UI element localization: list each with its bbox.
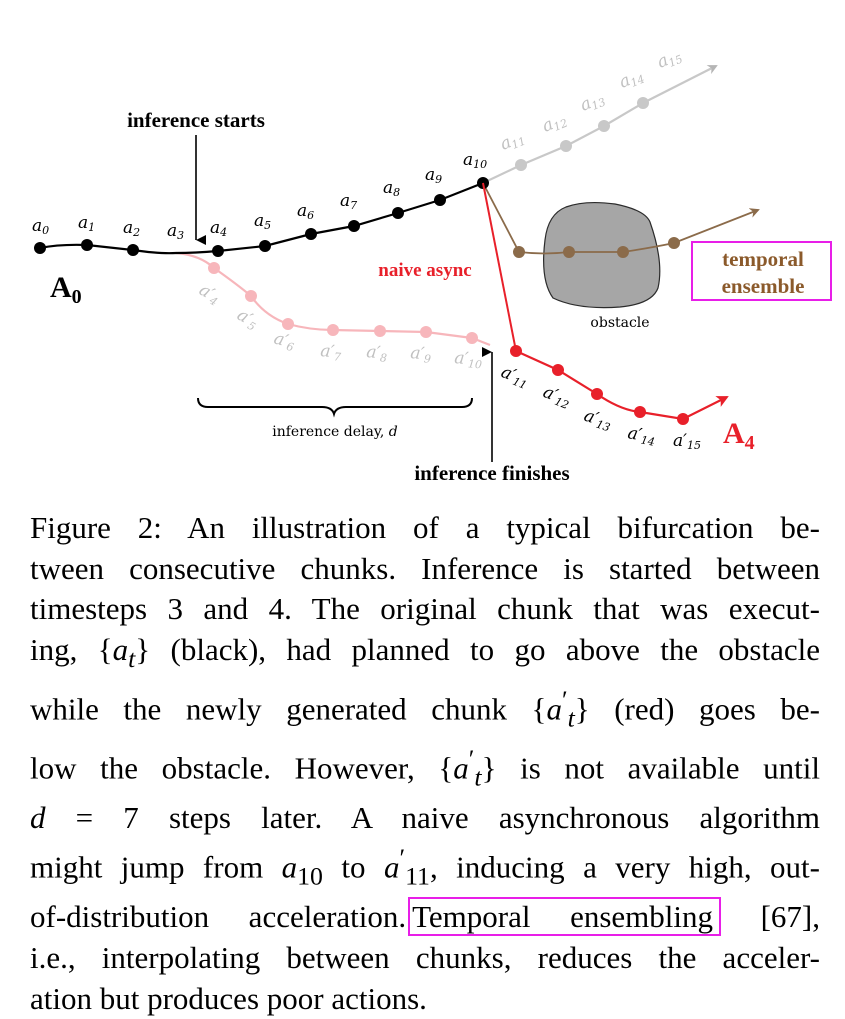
action-point-a11-prime — [510, 345, 522, 357]
action-point-a0 — [34, 242, 46, 254]
inference-delay-brace — [197, 397, 473, 418]
chunk-A0-label: A0 — [50, 271, 82, 308]
action-point-a5-prime — [245, 290, 257, 302]
label-a4-prime: a′4 — [195, 280, 224, 309]
action-point-a14 — [637, 97, 649, 109]
label-a0: a0 — [32, 216, 49, 237]
label-a14: a14 — [616, 65, 646, 94]
caption-line: d = 7 steps later. A naive asynchronous … — [30, 799, 820, 835]
naive-async-jump-line — [482, 182, 517, 352]
grey-points — [515, 97, 649, 171]
chunk-A4-label: A4 — [723, 417, 755, 454]
label-a3: a3 — [167, 221, 184, 242]
caption-line: ing, {at} (black), had planned to go abo… — [30, 631, 820, 673]
action-point-a4-prime — [208, 262, 220, 274]
temporal-ensemble-path — [482, 182, 760, 255]
label-a13-prime: a′13 — [581, 406, 614, 435]
obstacle-shape — [543, 201, 661, 309]
action-point-a6-prime — [282, 318, 294, 330]
action-point-a8-prime — [374, 325, 386, 337]
action-point-a15-prime — [677, 413, 689, 425]
label-a11-prime: a′11 — [498, 362, 532, 392]
caption-line: low the obstacle. However, {a′t} is not … — [30, 743, 820, 792]
new-chunk-pink-path — [175, 251, 491, 347]
action-point-a2 — [127, 244, 139, 256]
action-point-a14-prime — [634, 406, 646, 418]
label-a8-prime: a′8 — [365, 342, 388, 365]
red-points — [510, 345, 689, 425]
label-a7: a7 — [340, 191, 357, 212]
temporal-ensemble-points — [513, 237, 680, 258]
label-a10-prime: a′10 — [453, 348, 483, 371]
action-point-a4 — [212, 245, 224, 257]
label-a6-prime: a′6 — [271, 329, 297, 355]
action-point-a9 — [434, 194, 446, 206]
action-point-a8 — [392, 207, 404, 219]
pink-points — [208, 262, 478, 344]
caption-line: tween consecutive chunks. Inference is s… — [30, 550, 820, 586]
caption-line: while the newly generated chunk {a′t} (r… — [30, 684, 820, 733]
naive-async-label: naive async — [378, 260, 471, 281]
label-a4: a4 — [210, 218, 227, 239]
temporal-ensembling-highlight: Temporal ensembling — [408, 897, 721, 937]
action-point-a9-prime — [420, 326, 432, 338]
caption-line: might jump from a10 to a′11, inducing a … — [30, 843, 820, 891]
label-a9-prime: a′9 — [409, 343, 432, 366]
caption-line: i.e., interpolating between chunks, redu… — [30, 940, 820, 976]
action-point-a1 — [81, 239, 93, 251]
inference-finishes-label: inference finishes — [414, 461, 569, 485]
label-a7-prime: a′7 — [319, 341, 342, 364]
temporal-ensemble-highlight-box — [691, 241, 832, 301]
label-a10: a10 — [463, 150, 487, 171]
action-point-a13 — [598, 120, 610, 132]
label-a1: a1 — [78, 213, 95, 234]
label-a13: a13 — [577, 88, 607, 117]
action-point-a13-prime — [591, 388, 603, 400]
caption-line: Figure 2: An illustration of a typical b… — [30, 510, 820, 545]
label-a14-prime: a′14 — [626, 423, 657, 449]
obstacle-label: obstacle — [590, 315, 649, 331]
ensemble-point — [563, 246, 575, 258]
label-a15: a15 — [654, 45, 684, 74]
grey-action-labels: a11 a12 a13 a14 a15 — [497, 45, 684, 156]
label-a9: a9 — [425, 165, 442, 186]
temporal-ensemble-label-line2: ensemble — [722, 274, 805, 298]
label-a5: a5 — [254, 211, 271, 232]
action-point-a7-prime — [327, 324, 339, 336]
action-point-a5 — [259, 240, 271, 252]
label-a5-prime: a′5 — [233, 305, 262, 334]
red-action-labels: a′11 a′12 a′13 a′14 a′15 — [498, 362, 701, 452]
label-a2: a2 — [123, 218, 140, 239]
action-point-a12-prime — [552, 364, 564, 376]
action-point-a10-prime — [466, 332, 478, 344]
inference-delay-label: inference delay, d — [272, 424, 398, 440]
caption-line: timesteps 3 and 4. The original chunk th… — [30, 591, 820, 627]
action-point-a6 — [305, 228, 317, 240]
label-a15-prime: a′15 — [673, 431, 701, 452]
action-point-a7 — [348, 220, 360, 232]
caption-line: ation but produces poor actions. — [30, 980, 427, 1016]
label-a6: a6 — [297, 201, 314, 222]
temporal-ensemble-label-line1: temporal — [722, 247, 804, 271]
label-a11: a11 — [497, 127, 527, 156]
ensemble-point — [617, 246, 629, 258]
ensemble-point — [668, 237, 680, 249]
ensemble-point — [513, 246, 525, 258]
action-point-a11 — [515, 159, 527, 171]
caption-line: of-distribution acceleration. Temporal en… — [30, 897, 820, 937]
figure-2-diagram: obstacle — [0, 0, 845, 500]
label-a12: a12 — [539, 109, 569, 138]
black-points — [34, 177, 489, 257]
action-point-a12 — [560, 140, 572, 152]
inference-starts-label: inference starts — [127, 108, 265, 132]
grey-original-path — [482, 65, 718, 184]
pink-action-labels: a′4 a′5 a′6 a′7 a′8 a′9 a′10 — [195, 280, 483, 371]
black-action-labels: a0 a1 a2 a3 a4 a5 a6 a7 a8 a9 a10 — [32, 150, 487, 242]
label-a8: a8 — [383, 178, 400, 199]
figure-caption: Figure 2: An illustration of a typical b… — [30, 508, 820, 1019]
bifurcation-diagram: obstacle — [32, 45, 832, 485]
label-a12-prime: a′12 — [540, 382, 574, 412]
